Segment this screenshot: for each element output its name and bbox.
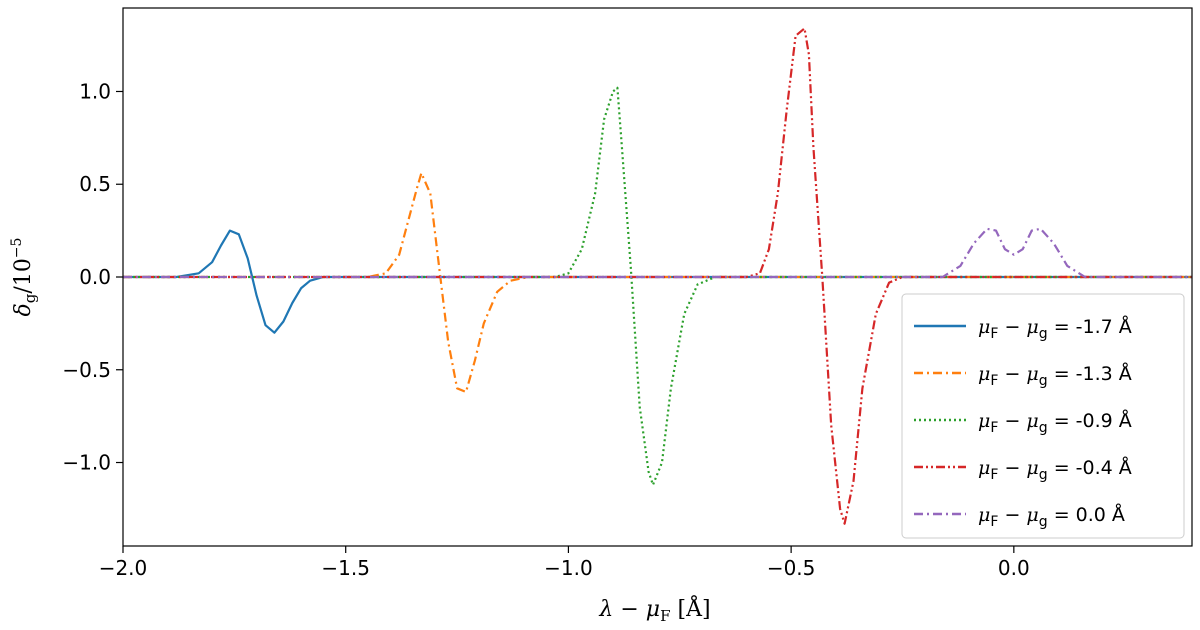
x-tick-label: −1.0 bbox=[544, 556, 593, 580]
y-tick-label: 1.0 bbox=[79, 79, 111, 103]
y-axis-label-sub: g bbox=[21, 293, 39, 303]
y-tick-label: −0.5 bbox=[62, 358, 111, 382]
y-axis-label-delta: δ bbox=[11, 303, 36, 316]
x-axis-label-unit: [Å] bbox=[671, 594, 711, 622]
y-axis-label-rest: /10 bbox=[11, 258, 36, 293]
series-line-5 bbox=[123, 227, 1192, 279]
x-tick-label: −2.0 bbox=[99, 556, 148, 580]
legend-frame bbox=[901, 293, 1185, 539]
series-line-1 bbox=[123, 229, 1192, 334]
y-tick-label: −1.0 bbox=[62, 451, 111, 475]
x-tick-label: −0.5 bbox=[767, 556, 816, 580]
series-line-2 bbox=[123, 172, 1192, 394]
y-axis-ticks: −1.0 −0.5 0.0 0.5 1.0 bbox=[62, 79, 123, 475]
x-tick-label: 0.0 bbox=[998, 556, 1030, 580]
legend: μF − μg = -1.7 Å μF − μg = -1.3 Å μF − μg … bbox=[901, 293, 1185, 539]
legend-label-2: μF − μg = -1.3 Å bbox=[978, 362, 1132, 389]
legend-label-5: μF − μg = 0.0 Å bbox=[978, 503, 1125, 530]
x-axis-ticks: −2.0 −1.5 −1.0 −0.5 0.0 bbox=[99, 546, 1030, 580]
series-line-3 bbox=[123, 86, 1192, 486]
x-axis-label-sub: F bbox=[660, 607, 670, 625]
y-tick-label: 0.5 bbox=[79, 172, 111, 196]
x-axis-label-minus-mu: − μ bbox=[613, 597, 660, 622]
legend-label-3: μF − μg = -0.9 Å bbox=[978, 409, 1132, 436]
y-axis-label-sup: −5 bbox=[9, 238, 25, 259]
legend-label-1: μF − μg = -1.7 Å bbox=[978, 315, 1132, 342]
x-tick-label: −1.5 bbox=[321, 556, 370, 580]
series-line-4 bbox=[123, 27, 1192, 525]
x-axis-label: λ − μF [Å] bbox=[598, 594, 710, 625]
series-layer bbox=[123, 27, 1192, 525]
y-axis-label: δg/10−5 bbox=[9, 238, 39, 317]
legend-label-4: μF − μg = -0.4 Å bbox=[978, 456, 1132, 483]
x-axis-label-lambda: λ bbox=[598, 597, 613, 622]
y-tick-label: 0.0 bbox=[79, 265, 111, 289]
